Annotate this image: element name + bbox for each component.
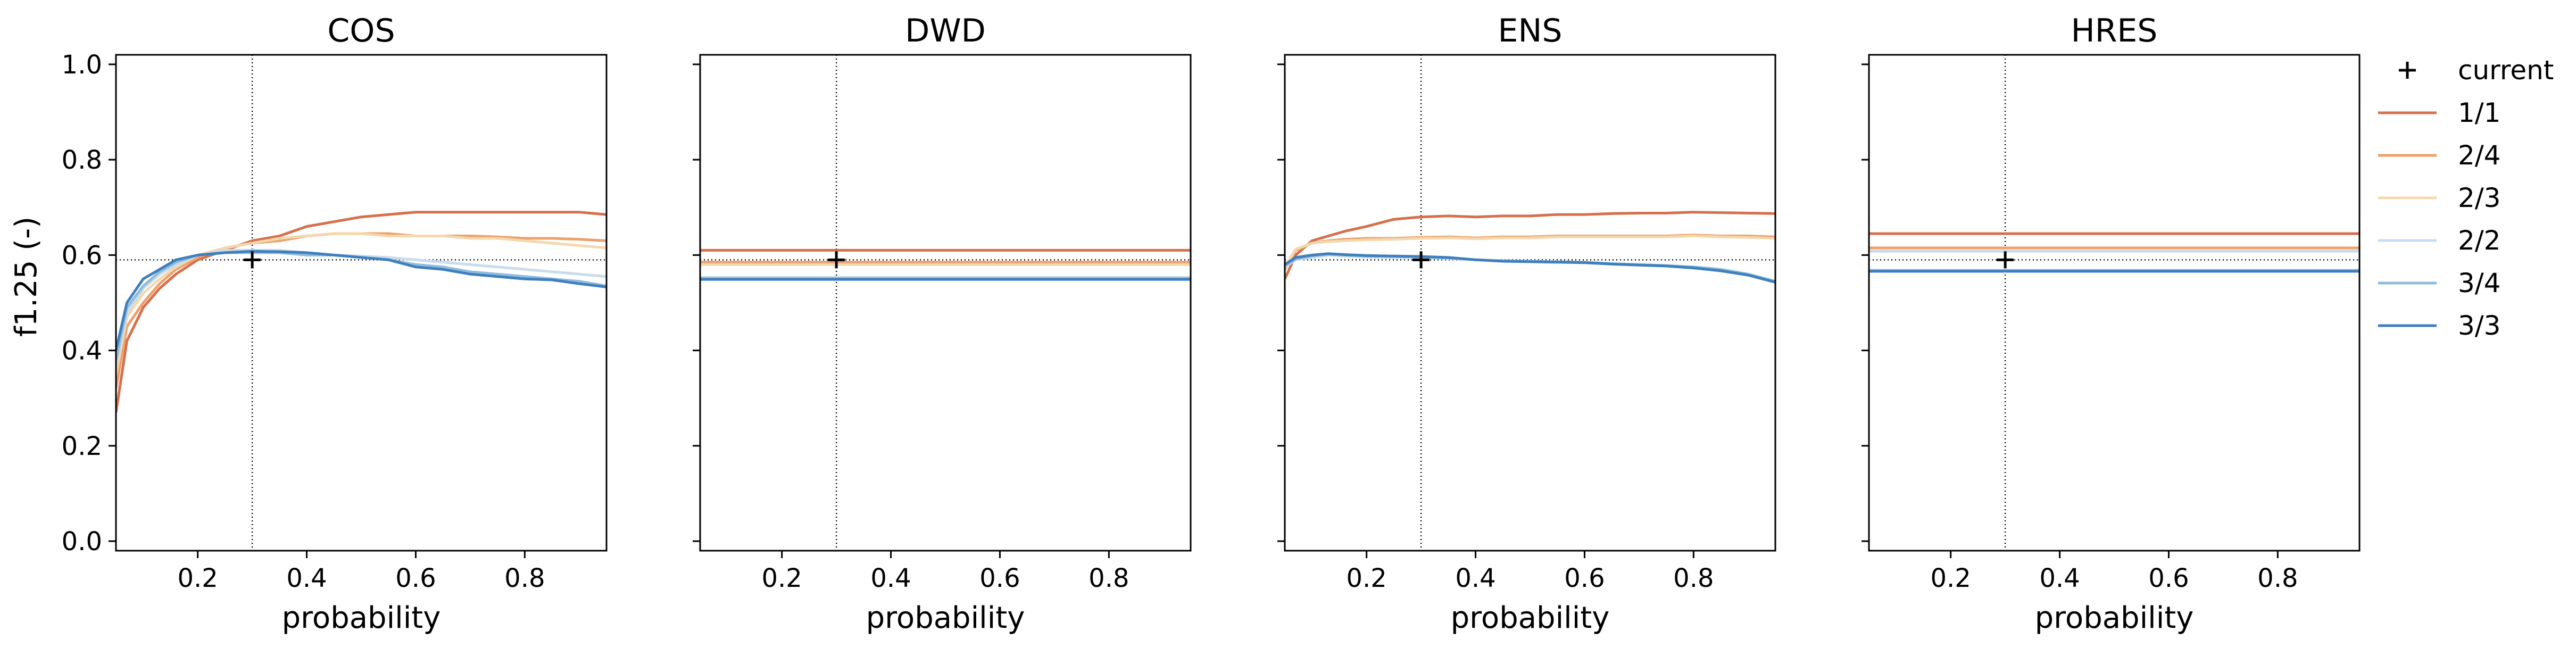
y-tick-label-cos: 0.0 <box>62 527 102 557</box>
legend-label: 3/3 <box>2458 310 2500 341</box>
legend-label: 1/1 <box>2458 97 2500 128</box>
panel-title-hres: HRES <box>2071 12 2158 49</box>
panel-title-cos: COS <box>327 12 395 49</box>
panel-ens: ENS 0.2 0.4 0.6 0.8 probability <box>1277 12 1776 635</box>
x-tick-label-hres: 0.8 <box>2257 563 2298 593</box>
x-tick-label-cos: 0.4 <box>286 563 327 593</box>
axes-frame-ens <box>1284 54 1776 552</box>
y-tick-label-cos: 0.8 <box>62 145 102 175</box>
legend-item-2-2: 2/2 <box>2378 225 2500 256</box>
x-tick-label-ens: 0.2 <box>1346 563 1386 593</box>
x-tick-label-hres: 0.6 <box>2148 563 2189 593</box>
series-group-ens <box>1285 211 1775 284</box>
legend-label: 3/4 <box>2458 268 2500 298</box>
current-marker-hres <box>1997 251 2014 269</box>
x-axis-label-dwd: probability <box>866 601 1025 635</box>
y-axis-label: f1.25 (-) <box>9 217 44 337</box>
x-tick-label-cos: 0.2 <box>177 563 218 593</box>
x-tick-label-cos: 0.6 <box>395 563 436 593</box>
panels: COS 0.2 0.4 0.6 0.8 0.0 0.2 0.4 0.6 0.8 1.0 probabi… <box>62 12 2361 635</box>
series-line-ens-3-3 <box>1285 252 1775 284</box>
x-axis-label-ens: probability <box>1451 601 1610 635</box>
x-tick-label-hres: 0.2 <box>1930 563 1971 593</box>
series-group-dwd <box>700 248 1191 281</box>
axes-frame-dwd <box>699 54 1192 552</box>
series-group-hres <box>1869 232 2359 273</box>
legend-item-2-3: 2/3 <box>2378 183 2500 213</box>
axes-frame-hres <box>1868 54 2361 552</box>
panel-hres: HRES 0.2 0.4 0.6 0.8 probability <box>1862 12 2361 635</box>
series-line-ens-1-1 <box>1285 211 1775 280</box>
legend-item-1-1: 1/1 <box>2378 97 2500 128</box>
axes-frame-cos <box>115 54 608 552</box>
legend-item-2-4: 2/4 <box>2378 140 2500 171</box>
x-tick-label-ens: 0.8 <box>1673 563 1714 593</box>
y-tick-label-cos: 0.4 <box>62 336 102 366</box>
current-marker-cos <box>244 251 261 269</box>
legend-item-current: current <box>2399 55 2554 86</box>
y-tick-label-cos: 0.6 <box>62 240 102 270</box>
y-tick-label-cos: 1.0 <box>62 50 102 80</box>
x-tick-label-ens: 0.6 <box>1564 563 1605 593</box>
x-tick-label-dwd: 0.4 <box>870 563 911 593</box>
panel-title-dwd: DWD <box>905 12 986 49</box>
legend-label: 2/2 <box>2458 225 2500 256</box>
current-marker-ens <box>1412 251 1430 269</box>
x-tick-label-dwd: 0.2 <box>761 563 802 593</box>
x-axis-label-cos: probability <box>282 601 441 635</box>
series-group-cos <box>116 211 606 413</box>
legend-label: current <box>2458 55 2554 86</box>
series-line-ens-2-3 <box>1285 235 1775 268</box>
legend-item-3-3: 3/3 <box>2378 310 2500 341</box>
legend-label: 2/3 <box>2458 183 2500 213</box>
x-tick-label-dwd: 0.8 <box>1088 563 1129 593</box>
panel-dwd: DWD 0.2 0.4 0.6 0.8 probability <box>693 12 1192 635</box>
series-line-cos-1-1 <box>116 211 606 413</box>
x-tick-label-ens: 0.4 <box>1455 563 1495 593</box>
x-tick-label-dwd: 0.6 <box>979 563 1020 593</box>
series-line-cos-2-3 <box>116 232 606 375</box>
legend-label: 2/4 <box>2458 140 2500 171</box>
panel-cos: COS 0.2 0.4 0.6 0.8 0.0 0.2 0.4 0.6 0.8 1.0 probabi… <box>62 12 608 635</box>
series-line-cos-3-3 <box>116 250 606 351</box>
x-tick-label-cos: 0.8 <box>504 563 545 593</box>
current-marker-dwd <box>828 251 845 269</box>
y-tick-label-cos: 0.2 <box>62 432 102 461</box>
panel-title-ens: ENS <box>1498 12 1563 49</box>
x-axis-label-hres: probability <box>2035 601 2194 635</box>
x-tick-label-hres: 0.4 <box>2039 563 2080 593</box>
legend-item-3-4: 3/4 <box>2378 268 2500 298</box>
legend: current 1/1 2/4 2/3 2/2 3/4 3/3 <box>2378 55 2554 341</box>
